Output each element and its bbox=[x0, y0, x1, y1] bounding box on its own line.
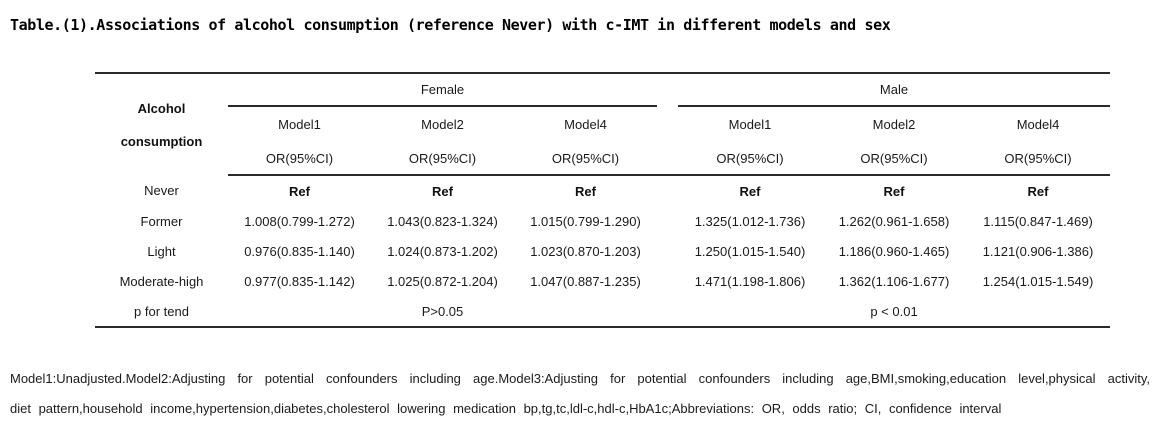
cell-value: 1.047(0.887-1.235) bbox=[530, 273, 641, 289]
cell-value: 1.043(0.823-1.324) bbox=[387, 213, 498, 229]
cell-value: 1.254(1.015-1.549) bbox=[982, 273, 1094, 289]
cell-value: 1.325(1.012-1.736) bbox=[694, 213, 806, 229]
section-gap bbox=[657, 206, 678, 236]
or-header: OR(95%CI) bbox=[514, 142, 657, 176]
p-value-female: P>0.05 bbox=[228, 296, 657, 328]
row-p-for-tend: p for tend P>0.05 p < 0.01 bbox=[95, 296, 1111, 328]
p-value-male: p < 0.01 bbox=[678, 296, 1111, 328]
or-header: OR(95%CI) bbox=[371, 142, 514, 176]
table-caption: Table.(1).Associations of alcohol consum… bbox=[10, 16, 891, 34]
cell-value: Ref bbox=[739, 183, 761, 199]
row-label-light: Light bbox=[147, 243, 176, 259]
row-light: Light 0.976(0.835-1.140) 1.024(0.873-1.2… bbox=[95, 236, 1110, 266]
results-table: Alcohol consumption Female Male Model1 M… bbox=[95, 72, 1111, 328]
cell-value: 1.471(1.198-1.806) bbox=[694, 273, 806, 289]
cell-value: 1.023(0.870-1.203) bbox=[530, 243, 641, 259]
section-gap bbox=[657, 266, 678, 296]
cell-value: Ref bbox=[432, 183, 453, 199]
cell-value: 1.362(1.106-1.677) bbox=[838, 273, 950, 289]
row-former: Former 1.008(0.799-1.272) 1.043(0.823-1.… bbox=[95, 206, 1110, 236]
or-header: OR(95%CI) bbox=[822, 142, 966, 176]
footnote-line1: Model1:Unadjusted.Model2:Adjusting for p… bbox=[10, 371, 1150, 386]
cell-value: 1.115(0.847-1.469) bbox=[983, 213, 1093, 229]
cell-value: Ref bbox=[1027, 183, 1049, 199]
row-label-moderate-high: Moderate-high bbox=[119, 273, 204, 289]
row-label-former: Former bbox=[140, 213, 183, 229]
or-header: OR(95%CI) bbox=[228, 142, 371, 176]
row-never: Never Ref Ref Ref Ref Ref Ref bbox=[95, 175, 1110, 206]
cell-value: 1.024(0.873-1.202) bbox=[387, 243, 498, 259]
cell-value: 1.015(0.799-1.290) bbox=[530, 213, 641, 229]
section-header-female: Female bbox=[228, 73, 657, 107]
cell-value: Ref bbox=[883, 183, 905, 199]
sex-header-row: Alcohol consumption Female Male bbox=[95, 73, 1111, 176]
alcohol-header-line1: Alcohol bbox=[137, 100, 186, 116]
table-footnote: Model1:Unadjusted.Model2:Adjusting for p… bbox=[10, 369, 1150, 418]
cell-value: 1.250(1.015-1.540) bbox=[694, 243, 806, 259]
section-gap bbox=[657, 236, 678, 266]
cell-value: Ref bbox=[575, 183, 596, 199]
or-header: OR(95%CI) bbox=[678, 142, 822, 176]
model-header: Model2 bbox=[872, 117, 916, 132]
alcohol-header-line2: consumption bbox=[120, 133, 203, 149]
cell-value: 1.025(0.872-1.204) bbox=[387, 273, 498, 289]
section-gap bbox=[657, 175, 678, 206]
cell-value: 1.008(0.799-1.272) bbox=[244, 213, 355, 229]
row-label-never: Never bbox=[144, 183, 179, 198]
section-gap bbox=[657, 296, 678, 328]
cell-value: 0.977(0.835-1.142) bbox=[244, 273, 355, 289]
cell-value: 0.976(0.835-1.140) bbox=[244, 243, 355, 259]
cell-value: Ref bbox=[289, 183, 310, 199]
section-header-male: Male bbox=[678, 73, 1111, 107]
model-header: Model1 bbox=[278, 117, 321, 132]
cell-value: 1.262(0.961-1.658) bbox=[838, 213, 950, 229]
model-header-row: Model1 Model2 Model4 Model1 Model2 Model… bbox=[95, 106, 1110, 142]
cell-value: 1.121(0.906-1.386) bbox=[982, 243, 1094, 259]
or-header: OR(95%CI) bbox=[966, 142, 1111, 176]
footnote-line2: diet pattern,household income,hypertensi… bbox=[10, 401, 1002, 416]
cell-value: 1.186(0.960-1.465) bbox=[838, 243, 950, 259]
section-gap bbox=[657, 73, 678, 176]
row-moderate-high: Moderate-high 0.977(0.835-1.142) 1.025(0… bbox=[95, 266, 1110, 296]
model-header: Model4 bbox=[1016, 117, 1060, 132]
column-header-alcohol-consumption: Alcohol consumption bbox=[95, 73, 228, 175]
model-header: Model4 bbox=[564, 117, 607, 132]
model-header: Model1 bbox=[728, 117, 772, 132]
row-label-p-for-tend: p for tend bbox=[95, 296, 228, 328]
or-header-row: OR(95%CI) OR(95%CI) OR(95%CI) OR(95%CI) … bbox=[95, 142, 1111, 176]
model-header: Model2 bbox=[421, 117, 464, 132]
